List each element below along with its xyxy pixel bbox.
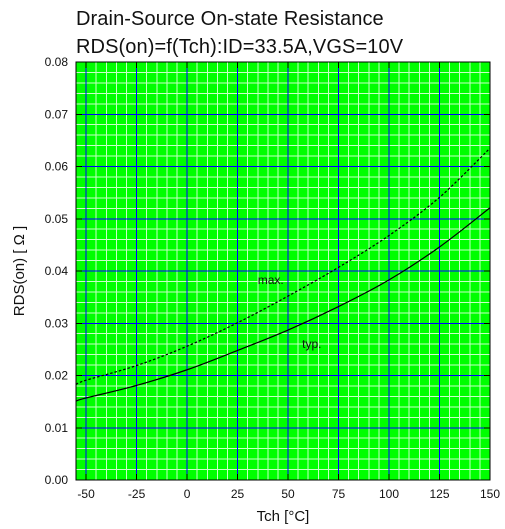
x-tick-label: 25 bbox=[231, 487, 245, 501]
x-axis-label: Tch [°C] bbox=[257, 508, 310, 525]
y-tick-label: 0.04 bbox=[45, 264, 69, 278]
y-tick-label: 0.00 bbox=[45, 473, 69, 487]
x-tick-label: 50 bbox=[281, 487, 295, 501]
x-tick-label: 125 bbox=[429, 487, 449, 501]
y-tick-label: 0.02 bbox=[45, 369, 69, 383]
plot-area: -50 -25 0 25 50 75 100 125 150 0.00 0.01 0.02 0.03 0.… bbox=[45, 55, 501, 501]
curve-annotation-label: max. bbox=[258, 273, 284, 287]
x-tick-label: 0 bbox=[184, 487, 191, 501]
x-tick-label: -50 bbox=[77, 487, 95, 501]
series-line-typ bbox=[75, 207, 491, 402]
y-tick-label: 0.03 bbox=[45, 316, 69, 330]
y-axis-label: RDS(on) [ Ω ] bbox=[11, 226, 28, 316]
chart-subtitle: RDS(on)=f(Tch):ID=33.5A,VGS=10V bbox=[76, 36, 404, 58]
x-tick-label: 100 bbox=[379, 487, 399, 501]
x-tick-label: 150 bbox=[480, 487, 500, 501]
y-tick-label: 0.08 bbox=[45, 55, 69, 69]
x-tick-label: -25 bbox=[128, 487, 146, 501]
plot-frame bbox=[75, 61, 491, 481]
y-tick-label: 0.07 bbox=[45, 107, 69, 121]
curve-annotation-label: typ. bbox=[302, 337, 321, 351]
y-tick-label: 0.06 bbox=[45, 160, 69, 174]
x-tick-label: 75 bbox=[332, 487, 346, 501]
y-tick-label: 0.05 bbox=[45, 212, 69, 226]
y-tick-label: 0.01 bbox=[45, 421, 69, 435]
chart-title: Drain-Source On-state Resistance bbox=[76, 8, 384, 30]
